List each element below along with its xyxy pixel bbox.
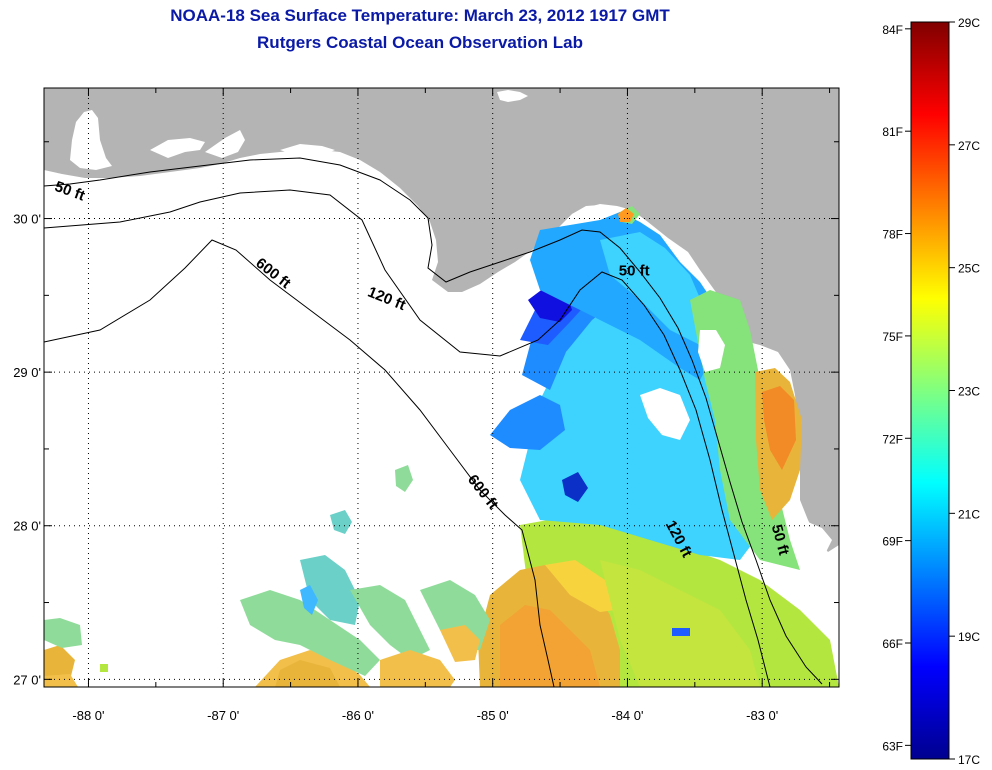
contour-50ft bbox=[44, 157, 823, 685]
colorbar-label-fahrenheit: 78F bbox=[882, 228, 903, 242]
colorbar-label-celsius: 29C bbox=[958, 16, 980, 30]
lon-tick-label: -85 0' bbox=[477, 708, 509, 723]
colorbar-label-celsius: 19C bbox=[958, 630, 980, 644]
isobath-contours bbox=[44, 157, 823, 687]
map-subtitle: Rutgers Coastal Ocean Observation Lab bbox=[257, 33, 583, 52]
colorbar-label-celsius: 23C bbox=[958, 385, 980, 399]
colorbar-label-celsius: 21C bbox=[958, 507, 980, 521]
colorbar-label-celsius: 27C bbox=[958, 139, 980, 153]
colorbar-label-fahrenheit: 66F bbox=[882, 637, 903, 651]
lat-tick-label: 28 0' bbox=[13, 519, 41, 534]
lon-tick-label: -88 0' bbox=[72, 708, 104, 723]
bay-pensacola bbox=[150, 138, 205, 158]
isobath-label: 50 ft bbox=[619, 262, 650, 279]
colorbar-label-celsius: 17C bbox=[958, 753, 980, 767]
colorbar-label-fahrenheit: 84F bbox=[882, 23, 903, 37]
bay-apalachee bbox=[572, 205, 612, 228]
map-frame-ticks bbox=[44, 88, 839, 687]
colorbar-label-fahrenheit: 69F bbox=[882, 535, 903, 549]
lon-tick-label: -83 0' bbox=[746, 708, 778, 723]
colorbar-label-fahrenheit: 63F bbox=[882, 739, 903, 753]
lon-tick-label: -86 0' bbox=[342, 708, 374, 723]
map-area bbox=[44, 88, 839, 687]
axis-tick-labels: -88 0' -87 0' -86 0' -85 0' -84 0' -83 0' 27 0… bbox=[13, 212, 778, 723]
bay-st-andrews bbox=[280, 144, 335, 156]
colorbar-label-fahrenheit: 75F bbox=[882, 330, 903, 344]
colorbar-label-celsius: 25C bbox=[958, 262, 980, 276]
bay-choctawhatchee bbox=[205, 130, 245, 158]
colorbar-label-fahrenheit: 72F bbox=[882, 432, 903, 446]
lon-tick-label: -84 0' bbox=[611, 708, 643, 723]
colorbar-label-fahrenheit: 81F bbox=[882, 125, 903, 139]
map-border bbox=[43, 87, 840, 688]
bay-mobile bbox=[70, 110, 112, 170]
cloud-patch-north bbox=[497, 90, 528, 102]
lat-tick-label: 29 0' bbox=[13, 365, 41, 380]
colorbar bbox=[910, 21, 950, 760]
lon-tick-label: -87 0' bbox=[207, 708, 239, 723]
lat-tick-label: 30 0' bbox=[13, 212, 41, 227]
contour-120ft bbox=[44, 189, 771, 687]
map-title: NOAA-18 Sea Surface Temperature: March 2… bbox=[170, 6, 670, 25]
colorbar-labels: 29C 27C 25C 23C 21C 19C 17C 84F 81F 78F 75F 72F 69F 6… bbox=[882, 16, 980, 767]
contour-600ft bbox=[44, 239, 555, 687]
lat-tick-label: 27 0' bbox=[13, 672, 41, 687]
land-panhandle-and-florida bbox=[44, 88, 839, 552]
bay-tampa bbox=[795, 522, 832, 552]
